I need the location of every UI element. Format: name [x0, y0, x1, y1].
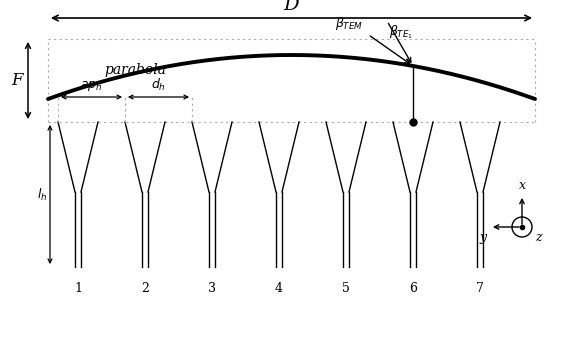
Text: F: F	[12, 72, 23, 89]
Text: y: y	[480, 231, 487, 244]
Text: $\beta_{TE_1}$: $\beta_{TE_1}$	[389, 24, 413, 41]
Text: z: z	[535, 231, 542, 244]
Text: 6: 6	[409, 282, 417, 296]
Text: 3: 3	[208, 282, 216, 296]
Text: 1: 1	[74, 282, 82, 296]
Text: $\beta_{TEM}$: $\beta_{TEM}$	[335, 15, 363, 32]
Text: 4: 4	[275, 282, 283, 296]
Text: $ap_h$: $ap_h$	[80, 79, 103, 93]
Text: D: D	[284, 0, 299, 14]
Text: 2: 2	[141, 282, 149, 296]
Text: $l_h$: $l_h$	[36, 186, 47, 202]
Text: x: x	[519, 179, 526, 192]
Text: parabola: parabola	[104, 63, 166, 77]
Text: 5: 5	[342, 282, 350, 296]
Text: 7: 7	[476, 282, 484, 296]
Text: $d_h$: $d_h$	[151, 77, 166, 93]
